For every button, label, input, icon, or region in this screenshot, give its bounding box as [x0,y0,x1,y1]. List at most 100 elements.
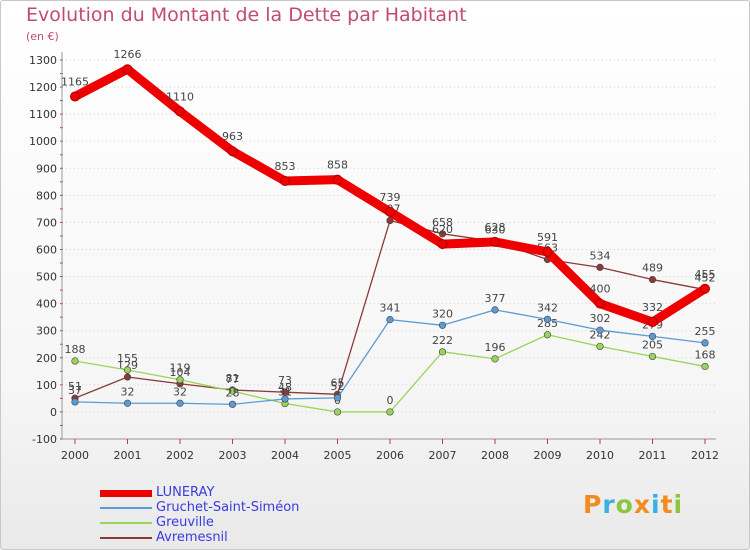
legend-swatch [100,507,152,509]
x-tick-label: 2006 [376,449,404,462]
data-label-greuville: 222 [432,334,453,347]
data-label-avremesnil: 51 [68,380,82,393]
data-point-gruchet-saint-sim-on [71,398,79,406]
data-label-luneray: 455 [695,268,716,281]
y-tick-label: 200 [36,352,57,365]
data-label-gruchet-saint-sim-on: 320 [432,307,453,320]
y-tick-label: 700 [36,216,57,229]
y-tick-label: 1100 [29,108,57,121]
data-point-gruchet-saint-sim-on [648,332,657,340]
data-point-greuville [386,408,394,416]
data-label-gruchet-saint-sim-on: 341 [380,302,401,315]
x-tick-label: 2000 [61,449,89,462]
data-point-luneray [595,298,605,309]
data-label-gruchet-saint-sim-on: 255 [695,325,716,338]
data-label-luneray: 1266 [114,48,142,61]
y-tick-label: 300 [36,325,57,338]
logo-letter: o [615,490,634,519]
x-tick-label: 2003 [219,449,247,462]
logo-letter: x [633,490,651,519]
data-label-luneray: 1110 [166,90,194,103]
data-label-luneray: 400 [590,283,611,296]
data-point-greuville [176,376,184,384]
data-label-avremesnil: 489 [642,262,663,275]
data-label-luneray: 591 [537,231,558,244]
legend-swatch [100,489,152,497]
data-label-greuville: 119 [170,362,191,375]
y-tick-label: 0 [50,406,57,419]
x-tick-label: 2007 [429,449,457,462]
legend-label: Gruchet-Saint-Siméon [156,500,300,515]
x-tick-label: 2001 [114,449,142,462]
data-label-avremesnil: 65 [331,376,345,389]
logo-letter: i [673,490,684,519]
data-point-gruchet-saint-sim-on [596,326,604,334]
data-point-greuville [596,342,604,351]
data-label-greuville: 188 [65,343,86,356]
data-label-luneray: 620 [432,223,453,236]
data-point-luneray [385,206,395,217]
y-tick-label: 900 [36,162,57,175]
data-label-avremesnil: 630 [485,223,506,236]
data-point-luneray [175,106,185,117]
data-label-luneray: 332 [642,301,663,314]
data-label-greuville: 168 [695,348,716,361]
data-point-gruchet-saint-sim-on [281,395,289,403]
data-point-luneray [437,239,448,250]
data-label-greuville: 0 [387,394,394,407]
data-point-luneray [70,91,80,102]
y-tick-label: 800 [36,189,57,202]
y-tick-label: 100 [36,379,57,392]
data-point-luneray [122,64,133,75]
data-point-gruchet-saint-sim-on [176,399,184,407]
data-point-greuville [71,357,79,365]
y-tick-label: 1300 [29,54,57,67]
y-tick-label: 1200 [29,81,57,94]
data-label-gruchet-saint-sim-on: 48 [278,381,292,394]
x-tick-label: 2005 [324,449,352,462]
data-point-luneray [700,283,710,294]
data-point-luneray [227,146,238,157]
data-label-gruchet-saint-sim-on: 32 [173,385,187,398]
legend-label: Greuville [156,515,214,530]
data-label-luneray: 963 [222,130,243,143]
data-point-avremesnil [596,263,604,271]
chart-subtitle: (en €) [26,30,59,43]
data-label-avremesnil: 452 [695,272,716,285]
data-label-greuville: 242 [590,328,611,341]
x-tick-label: 2009 [534,449,562,462]
data-point-gruchet-saint-sim-on [543,315,552,323]
series-line-gruchet-saint-sim-on [74,309,706,405]
legend-label: Avremesnil [156,530,228,545]
data-point-luneray [332,174,343,185]
data-point-gruchet-saint-sim-on [333,394,342,402]
data-label-luneray: 739 [380,191,401,204]
logo-letter: t [660,490,674,519]
data-point-luneray [490,236,500,247]
data-label-luneray: 628 [485,221,506,234]
chart-title: Evolution du Montant de la Dette par Hab… [26,4,467,26]
data-point-luneray [647,317,658,328]
data-point-greuville [333,408,342,416]
data-label-gruchet-saint-sim-on: 37 [68,384,82,397]
data-point-luneray [542,246,553,257]
logo-letter: i [651,490,661,519]
data-label-greuville: 155 [117,352,138,365]
data-label-greuville: 196 [485,341,506,354]
logo-letter: P [583,490,603,519]
proxiti-logo: Proxiti [583,490,683,519]
x-tick-label: 2008 [481,449,509,462]
y-tick-label: 500 [36,271,57,284]
data-point-avremesnil [438,230,447,238]
data-label-luneray: 853 [275,160,296,173]
data-point-greuville [123,366,132,374]
data-point-greuville [543,331,552,339]
x-tick-label: 2012 [691,449,719,462]
data-point-gruchet-saint-sim-on [386,316,394,324]
data-point-greuville [228,387,237,395]
data-point-gruchet-saint-sim-on [123,399,132,407]
data-label-avremesnil: 73 [278,374,292,387]
data-label-gruchet-saint-sim-on: 302 [590,312,611,325]
legend-swatch [100,522,152,524]
